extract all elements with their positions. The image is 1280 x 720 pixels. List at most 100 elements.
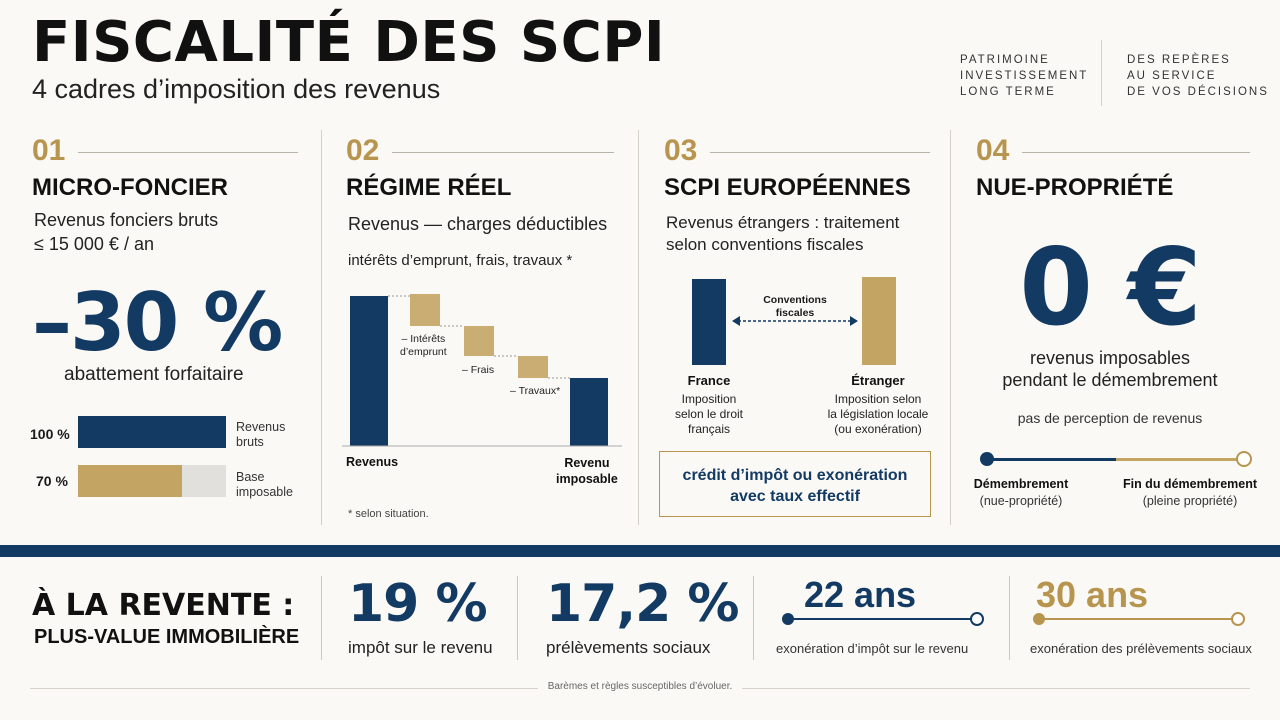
section-rule: [710, 152, 930, 153]
column-divider: [638, 130, 639, 525]
header-divider: [1101, 40, 1102, 106]
bar-label-line: bruts: [236, 435, 264, 449]
france-desc: Imposition selon le droit français: [660, 392, 758, 437]
etranger-label: Étranger: [851, 373, 905, 388]
timeline-end-dot: [970, 612, 984, 626]
section-heading: SCPI EUROPÉENNES: [664, 174, 911, 201]
waterfall-step-travaux: [518, 356, 548, 378]
bar-pct-label: 70 %: [36, 473, 68, 489]
arrow-label-line: fiscales: [775, 307, 815, 319]
stat-value-30ans: 30 ans: [1036, 574, 1149, 615]
tag-line: DE VOS DÉCISIONS: [1127, 86, 1269, 98]
section-text: Revenus fonciers bruts: [34, 210, 219, 230]
tag-line: LONG TERME: [960, 86, 1056, 98]
arrow-label-line: Conventions: [763, 294, 827, 306]
section-rule: [1022, 152, 1250, 153]
timeline-start-dot: [980, 452, 994, 466]
section-rule: [392, 152, 614, 153]
end-label-line: Revenu: [564, 456, 610, 470]
header-tag-right: DES REPÈRES AU SERVICE DE VOS DÉCISIONS: [1127, 52, 1269, 100]
waterfall-step-frais: [464, 326, 494, 356]
timeline-start-dot: [782, 613, 794, 625]
stat-divider: [321, 576, 322, 660]
footnote: * selon situation.: [348, 508, 429, 520]
bar-label: Base imposable: [236, 470, 293, 500]
etranger-desc: Imposition selon la législation locale (…: [818, 392, 938, 437]
box-line: crédit d’impôt ou exonération: [682, 467, 908, 484]
timeline-start-dot: [1033, 613, 1045, 625]
stat-divider: [517, 576, 518, 660]
bar-base-imposable: [78, 465, 182, 497]
timeline-end-dot: [1236, 451, 1252, 467]
timeline-left-sub: (nue-propriété): [979, 494, 1063, 508]
section-number: 01: [32, 134, 66, 167]
waterfall-end-label: Revenu imposable: [556, 455, 618, 487]
note-text: pas de perception de revenus: [1017, 410, 1203, 426]
bar-label-line: Base: [236, 470, 265, 484]
stat-label-30ans: exonération des prélèvements sociaux: [1030, 641, 1252, 656]
page-title: FISCALITÉ DES SCPI: [32, 10, 666, 75]
tag-line: DES REPÈRES: [1127, 54, 1231, 66]
tag-line: AU SERVICE: [1127, 70, 1217, 82]
section-rule: [78, 152, 298, 153]
zero-caption: revenus imposables pendant le démembreme…: [960, 347, 1260, 391]
section-text: intérêts d’emprunt, frais, travaux *: [348, 252, 573, 269]
timeline-segment: [788, 618, 974, 620]
timeline-right-label: Fin du démembrement: [1122, 477, 1258, 491]
stat-value-ir: 19 %: [348, 574, 488, 634]
waterfall-step-interets: [410, 294, 440, 326]
section-band: [0, 545, 1280, 557]
step-label: – Frais: [462, 364, 495, 376]
step-label: – Travaux*: [510, 385, 561, 397]
stat-label-22ans: exonération d’impôt sur le revenu: [776, 641, 969, 656]
footer-text: Barèmes et règles susceptibles d’évoluer…: [537, 681, 743, 692]
section-heading: RÉGIME RÉEL: [346, 174, 512, 201]
desc-line: (ou exonération): [834, 422, 922, 436]
box-line: avec taux effectif: [730, 488, 860, 505]
convention-box: crédit d’impôt ou exonération avec taux …: [659, 451, 931, 517]
desc-line: selon le droit: [674, 407, 744, 421]
section-number: 03: [664, 134, 698, 167]
section-text: Revenus étrangers : traitement: [666, 213, 900, 232]
bar-label-line: Revenus: [236, 420, 286, 434]
abatement-caption: abattement forfaitaire: [64, 364, 244, 385]
desc-line: Imposition: [681, 392, 737, 406]
tag-line: PATRIMOINE: [960, 54, 1050, 66]
end-label-line: imposable: [556, 472, 618, 486]
bar-label: Revenus bruts: [236, 420, 285, 450]
stat-label-ir: impôt sur le revenu: [348, 638, 493, 657]
section-number: 04: [976, 134, 1010, 167]
arrow-label: Conventions fiscales: [740, 294, 850, 320]
timeline-segment: [1040, 618, 1236, 620]
page-subtitle: 4 cadres d’imposition des revenus: [32, 74, 441, 104]
stat-value-ps: 17,2 %: [546, 574, 740, 634]
timeline-right-sub: (pleine propriété): [1142, 494, 1238, 508]
revente-title: À LA REVENTE :: [32, 588, 295, 623]
caption-line: revenus imposables: [1029, 348, 1191, 368]
waterfall-bar-revenus: [350, 296, 388, 446]
section-text: Revenus — charges déductibles: [348, 214, 608, 234]
stat-divider: [753, 576, 754, 660]
step-label: – Intérêts d’emprunt: [400, 333, 447, 359]
section-heading: NUE-PROPRIÉTÉ: [976, 174, 1174, 201]
column-divider: [950, 130, 951, 525]
section-heading: MICRO-FONCIER: [32, 174, 228, 201]
stat-value-22ans: 22 ans: [804, 574, 917, 615]
stat-divider: [1009, 576, 1010, 660]
desc-line: français: [687, 422, 731, 436]
desc-line: la législation locale: [827, 407, 929, 421]
step-label-line: – Intérêts: [401, 333, 446, 345]
waterfall-start-label: Revenus: [346, 455, 399, 469]
etranger-bar: [862, 277, 896, 365]
timeline-segment: [988, 458, 1116, 461]
waterfall-chart: [342, 294, 622, 447]
waterfall-bar-revenu-imposable: [570, 378, 608, 446]
bar-pct-label: 100 %: [30, 426, 70, 442]
section-text: selon conventions fiscales: [666, 235, 864, 254]
column-divider: [321, 130, 322, 525]
tag-line: INVESTISSEMENT: [960, 70, 1089, 82]
zero-value: 0 €: [1019, 226, 1201, 349]
revente-subtitle: PLUS-VALUE IMMOBILIÈRE: [34, 626, 300, 648]
bar-label-line: imposable: [236, 485, 293, 499]
timeline-left-label: Démembrement: [973, 477, 1069, 491]
